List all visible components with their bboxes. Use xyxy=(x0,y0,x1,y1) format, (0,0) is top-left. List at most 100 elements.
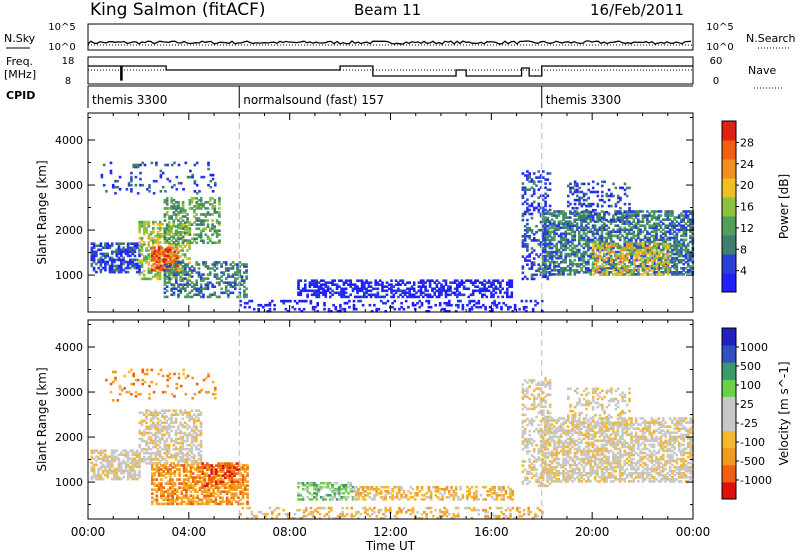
data-cell xyxy=(110,256,114,260)
data-cell xyxy=(92,254,96,258)
data-cell xyxy=(594,213,597,216)
data-cell xyxy=(316,310,319,313)
data-cell xyxy=(592,254,595,258)
data-cell xyxy=(188,269,191,273)
data-cell xyxy=(108,463,112,467)
data-cell xyxy=(648,256,652,260)
data-cell xyxy=(180,482,184,485)
data-cell xyxy=(689,240,692,244)
data-cell xyxy=(532,273,536,277)
data-cell xyxy=(531,310,535,313)
data-cell xyxy=(181,413,185,416)
data-cell xyxy=(582,210,586,213)
data-cell xyxy=(215,281,219,284)
data-cell xyxy=(102,183,106,187)
data-cell xyxy=(150,161,154,165)
data-cell xyxy=(569,210,572,214)
data-cell xyxy=(140,421,144,425)
data-cell xyxy=(195,223,198,226)
data-cell xyxy=(104,469,107,473)
data-cell xyxy=(578,258,581,262)
data-cell xyxy=(126,453,130,457)
data-cell xyxy=(537,170,541,173)
data-cell xyxy=(589,252,592,256)
data-cell xyxy=(204,263,208,266)
data-cell xyxy=(138,451,141,455)
data-cell xyxy=(117,252,121,256)
data-cell xyxy=(225,482,229,485)
data-cell xyxy=(449,293,452,297)
data-cell xyxy=(637,210,640,213)
data-cell xyxy=(478,287,482,291)
data-cell xyxy=(605,273,609,276)
data-cell xyxy=(626,244,629,248)
data-cell xyxy=(541,250,545,254)
data-cell xyxy=(185,496,188,500)
data-cell xyxy=(117,250,121,254)
data-cell xyxy=(181,287,185,291)
data-cell xyxy=(553,265,556,268)
data-cell xyxy=(475,301,478,305)
data-cell xyxy=(356,287,359,291)
data-cell xyxy=(213,291,217,295)
data-cell xyxy=(181,279,185,282)
data-cell xyxy=(228,486,231,489)
data-cell xyxy=(194,476,197,479)
data-cell xyxy=(444,283,448,286)
data-cell xyxy=(145,231,148,234)
data-cell xyxy=(154,411,157,414)
data-cell xyxy=(575,252,579,256)
data-cell xyxy=(166,496,170,500)
data-cell xyxy=(521,172,525,175)
data-cell xyxy=(617,267,620,270)
data-cell xyxy=(582,260,586,264)
data-cell xyxy=(598,198,602,202)
data-cell xyxy=(250,299,254,303)
data-cell xyxy=(557,220,561,223)
data-cell xyxy=(646,210,649,213)
data-cell xyxy=(659,210,663,213)
data-cell xyxy=(689,222,692,225)
data-cell xyxy=(168,241,171,245)
data-cell xyxy=(145,259,148,262)
data-cell xyxy=(138,251,141,254)
data-cell xyxy=(630,254,633,258)
data-cell xyxy=(133,453,137,457)
data-cell xyxy=(179,291,183,295)
data-cell xyxy=(194,490,197,493)
data-cell xyxy=(158,456,162,459)
data-cell xyxy=(149,456,153,459)
data-cell xyxy=(587,230,590,234)
data-cell xyxy=(668,212,672,215)
data-cell xyxy=(152,439,155,443)
data-cell xyxy=(131,260,134,264)
data-cell xyxy=(131,449,134,452)
data-cell xyxy=(607,267,611,270)
data-cell xyxy=(154,235,157,238)
data-cell xyxy=(186,249,189,252)
data-cell xyxy=(177,293,180,297)
data-cell xyxy=(163,425,166,429)
data-cell xyxy=(413,307,417,311)
data-cell xyxy=(662,248,665,252)
data-cell xyxy=(550,218,554,221)
data-cell xyxy=(657,242,661,246)
data-cell xyxy=(659,256,663,260)
data-cell xyxy=(129,260,132,264)
data-cell xyxy=(220,263,223,266)
data-cell xyxy=(573,198,577,202)
data-cell xyxy=(153,468,156,471)
data-cell xyxy=(154,451,157,455)
data-cell xyxy=(571,212,574,215)
data-cell xyxy=(215,275,219,278)
data-cell xyxy=(653,250,656,254)
data-cell xyxy=(190,456,194,459)
data-cell xyxy=(483,285,486,288)
data-cell xyxy=(238,281,242,284)
data-cell xyxy=(623,238,626,242)
data-cell xyxy=(555,260,558,264)
data-cell xyxy=(381,295,384,299)
data-cell xyxy=(628,260,631,264)
data-cell xyxy=(445,301,449,305)
data-cell xyxy=(147,245,151,248)
